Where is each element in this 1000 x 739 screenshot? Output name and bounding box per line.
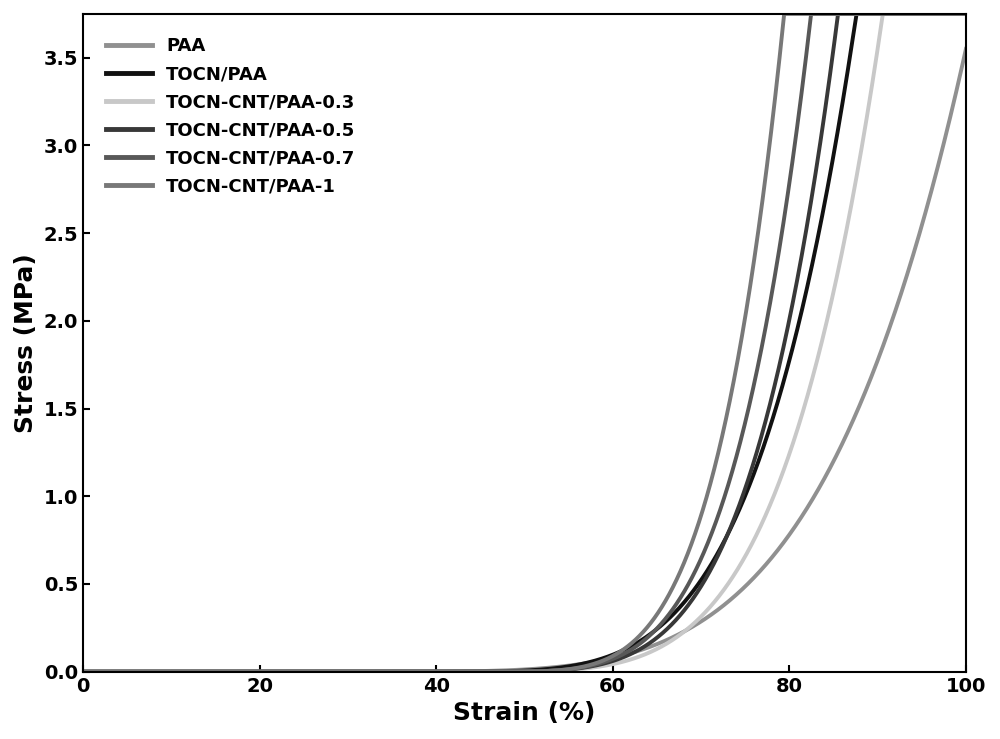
TOCN-CNT/PAA-0.5	[651, 633, 663, 642]
TOCN-CNT/PAA-1	[736, 333, 748, 341]
TOCN-CNT/PAA-0.5	[960, 10, 972, 18]
TOCN-CNT/PAA-0.3	[77, 667, 89, 676]
TOCN-CNT/PAA-0.5	[77, 667, 89, 676]
PAA	[237, 667, 249, 676]
TOCN-CNT/PAA-1	[414, 667, 426, 676]
PAA	[803, 501, 815, 510]
TOCN-CNT/PAA-0.3	[736, 558, 748, 567]
TOCN-CNT/PAA-0.3	[414, 667, 426, 676]
Y-axis label: Stress (MPa): Stress (MPa)	[14, 253, 38, 432]
TOCN/PAA	[237, 667, 249, 676]
TOCN-CNT/PAA-0.7	[606, 655, 618, 664]
X-axis label: Strain (%): Strain (%)	[453, 701, 596, 725]
TOCN/PAA	[736, 500, 748, 508]
TOCN-CNT/PAA-1	[606, 652, 618, 661]
TOCN-CNT/PAA-0.5	[237, 667, 249, 676]
TOCN-CNT/PAA-1	[77, 667, 89, 676]
Line: TOCN-CNT/PAA-0.7: TOCN-CNT/PAA-0.7	[83, 14, 966, 672]
TOCN-CNT/PAA-0.3	[651, 644, 663, 653]
TOCN-CNT/PAA-0.7	[651, 624, 663, 633]
PAA	[736, 585, 748, 594]
Line: TOCN-CNT/PAA-0.3: TOCN-CNT/PAA-0.3	[83, 14, 966, 672]
Line: TOCN/PAA: TOCN/PAA	[83, 14, 966, 672]
TOCN/PAA	[606, 650, 618, 659]
TOCN-CNT/PAA-1	[960, 10, 972, 18]
TOCN-CNT/PAA-0.3	[237, 667, 249, 676]
TOCN-CNT/PAA-0.5	[803, 210, 815, 219]
PAA	[77, 667, 89, 676]
Line: PAA: PAA	[83, 49, 966, 672]
Legend: PAA, TOCN/PAA, TOCN-CNT/PAA-0.3, TOCN-CNT/PAA-0.5, TOCN-CNT/PAA-0.7, TOCN-CNT/PA: PAA, TOCN/PAA, TOCN-CNT/PAA-0.3, TOCN-CN…	[92, 23, 370, 209]
TOCN-CNT/PAA-0.5	[606, 657, 618, 666]
PAA	[414, 667, 426, 676]
TOCN/PAA	[77, 667, 89, 676]
TOCN/PAA	[651, 624, 663, 633]
PAA	[960, 44, 972, 53]
TOCN/PAA	[414, 667, 426, 676]
TOCN-CNT/PAA-1	[803, 10, 815, 18]
TOCN-CNT/PAA-0.7	[803, 28, 815, 37]
TOCN-CNT/PAA-0.7	[960, 10, 972, 18]
TOCN-CNT/PAA-0.7	[414, 667, 426, 676]
Line: TOCN-CNT/PAA-0.5: TOCN-CNT/PAA-0.5	[83, 14, 966, 672]
TOCN/PAA	[803, 275, 815, 284]
TOCN-CNT/PAA-1	[778, 10, 790, 18]
TOCN-CNT/PAA-0.3	[803, 386, 815, 395]
TOCN-CNT/PAA-0.5	[736, 494, 748, 503]
TOCN-CNT/PAA-0.3	[606, 660, 618, 669]
TOCN/PAA	[851, 10, 863, 18]
TOCN-CNT/PAA-0.5	[414, 667, 426, 676]
TOCN/PAA	[960, 10, 972, 18]
Line: TOCN-CNT/PAA-1: TOCN-CNT/PAA-1	[83, 14, 966, 672]
TOCN-CNT/PAA-0.7	[736, 432, 748, 440]
TOCN-CNT/PAA-0.3	[877, 10, 889, 18]
TOCN-CNT/PAA-1	[651, 610, 663, 619]
TOCN-CNT/PAA-1	[237, 667, 249, 676]
PAA	[651, 640, 663, 649]
TOCN-CNT/PAA-0.5	[832, 10, 844, 18]
PAA	[606, 653, 618, 662]
TOCN-CNT/PAA-0.7	[237, 667, 249, 676]
TOCN-CNT/PAA-0.3	[960, 10, 972, 18]
TOCN-CNT/PAA-0.7	[77, 667, 89, 676]
TOCN-CNT/PAA-0.7	[805, 10, 817, 18]
